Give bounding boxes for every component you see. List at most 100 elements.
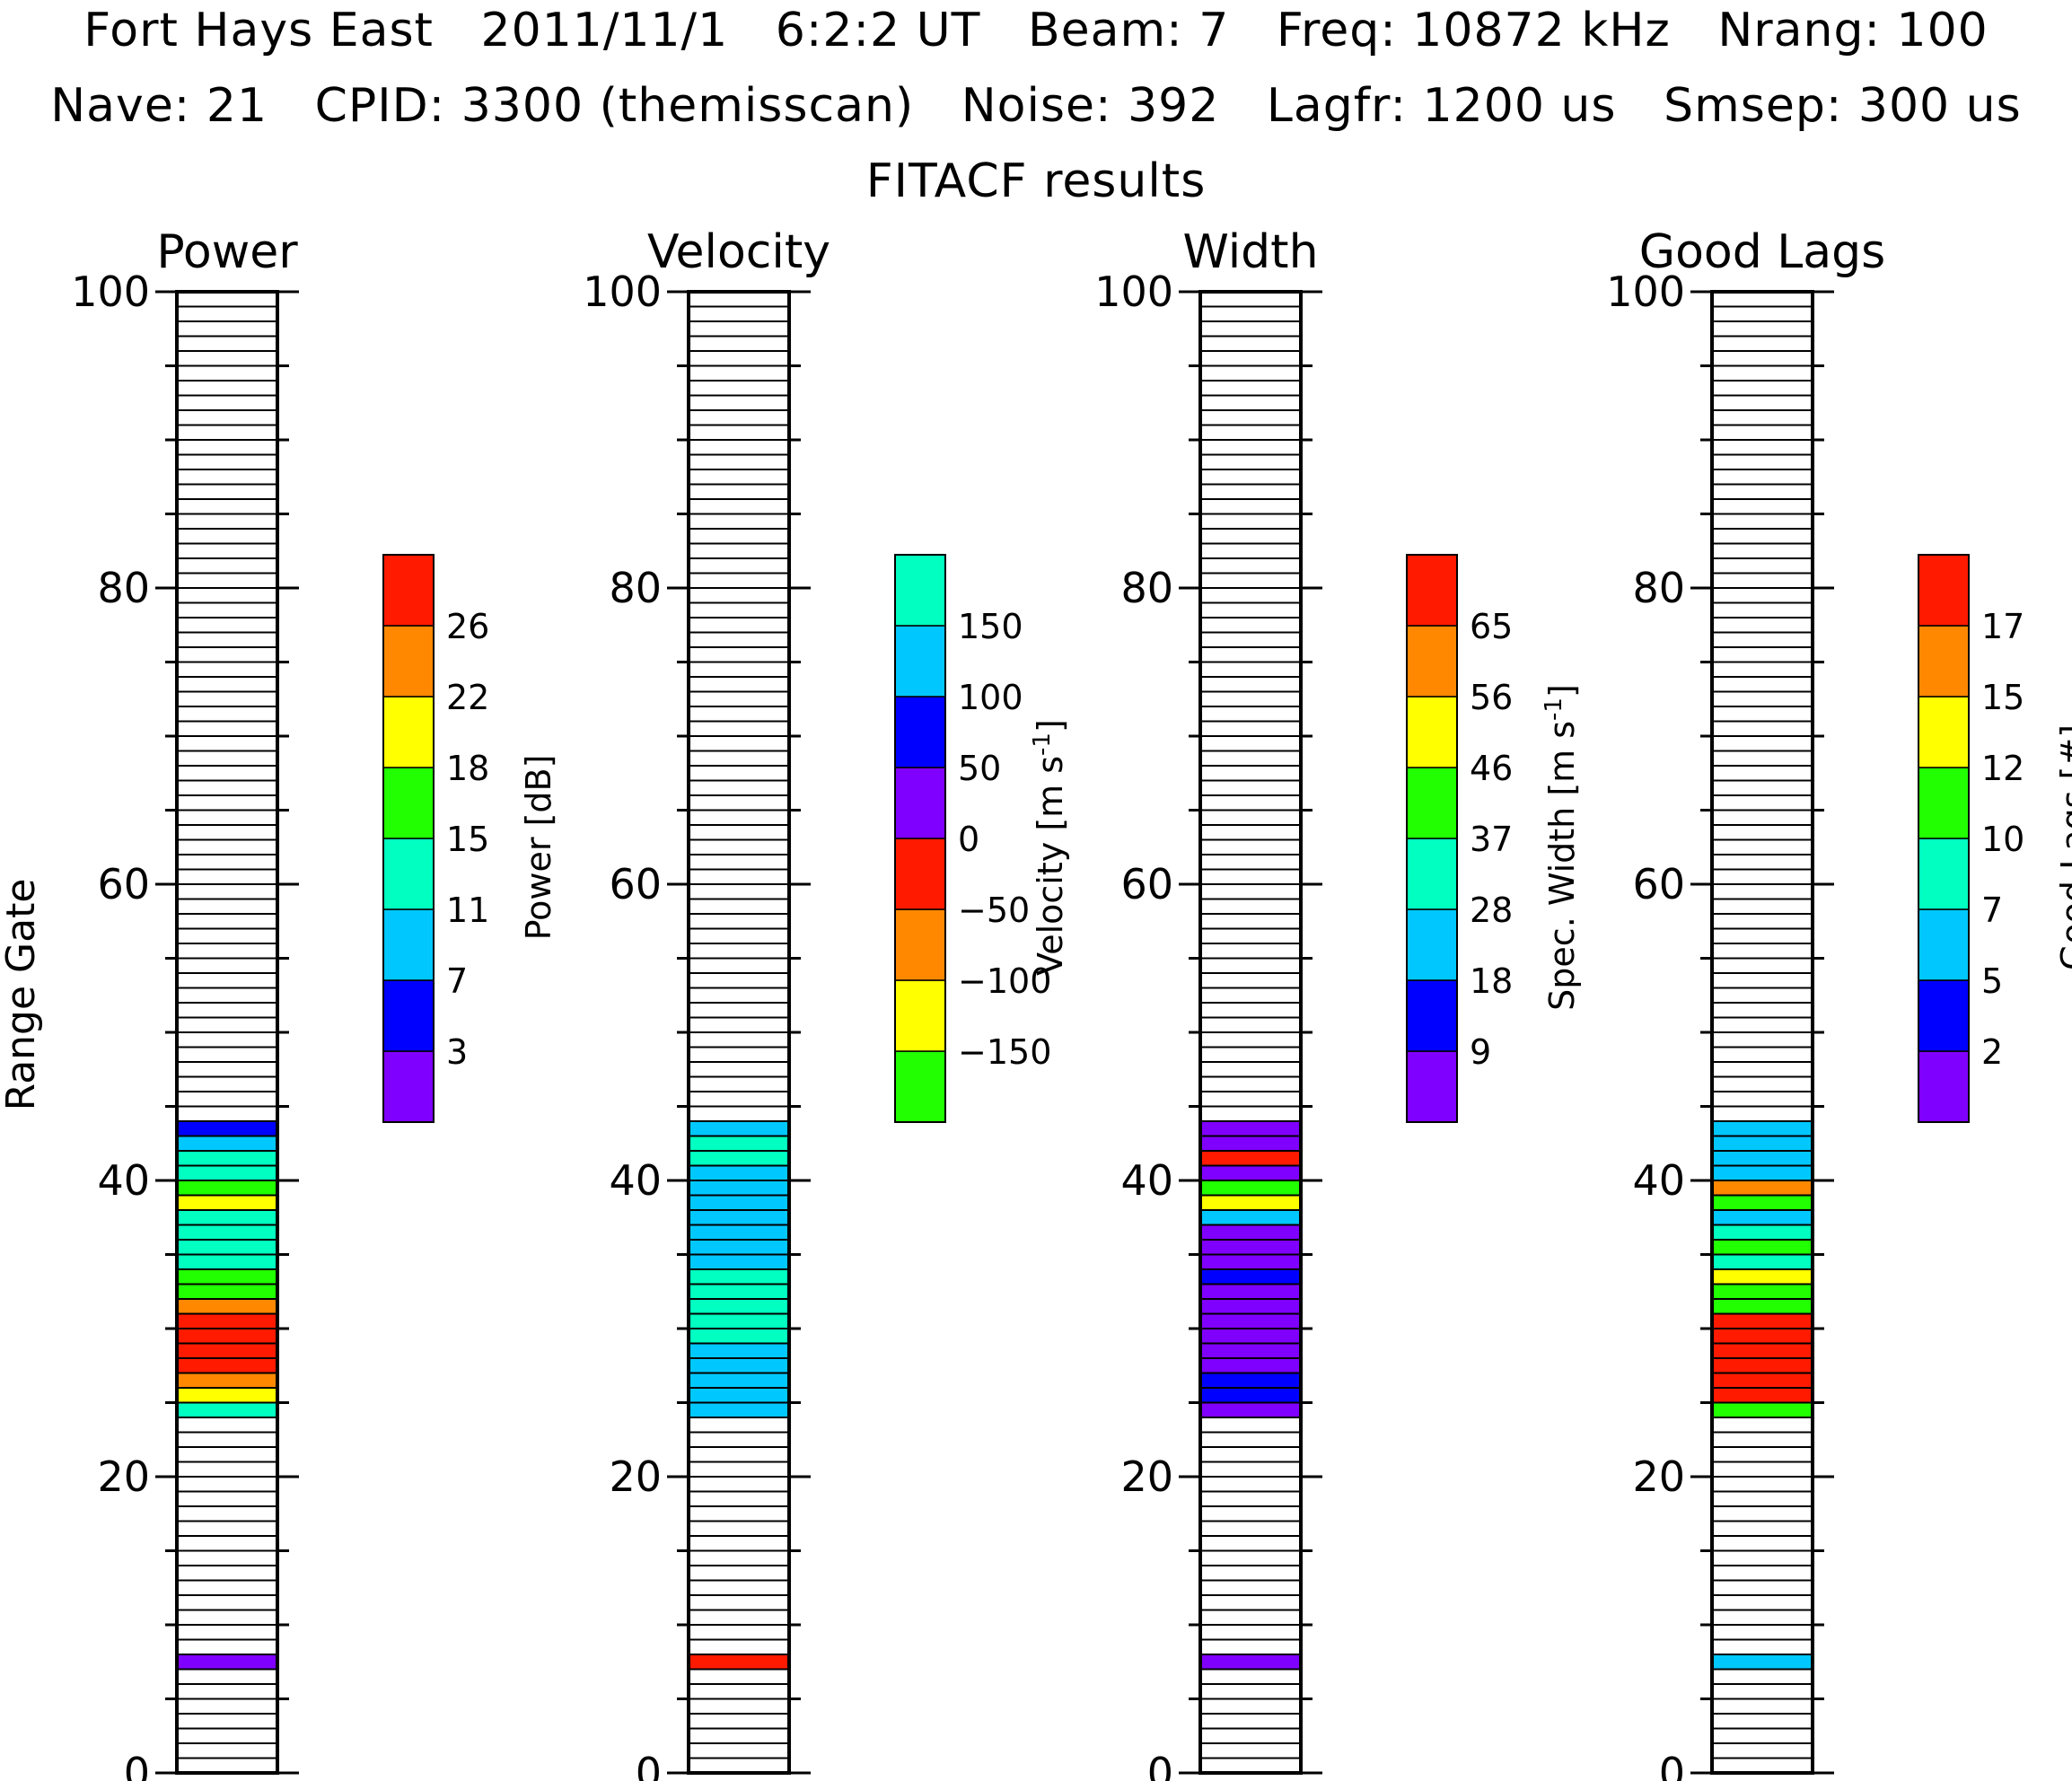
colorbar-swatch [1406, 838, 1458, 910]
colorbar-label: Velocity [m s-1] [1029, 719, 1070, 976]
colorbar-tick-label: 50 [958, 749, 1001, 788]
colorbar-swatch [1406, 554, 1458, 627]
colorbar-swatch [382, 696, 435, 768]
colorbar-label: Good Lags [#] [2054, 724, 2072, 970]
y-tick-label: 100 [1606, 268, 1685, 316]
range-gate-cell [689, 1240, 789, 1255]
range-gate-cell [1712, 1654, 1813, 1670]
range-gate-cell [1712, 1254, 1813, 1269]
range-gate-cell [1200, 1180, 1301, 1196]
range-gate-cell [1712, 1121, 1813, 1136]
colorbar-swatch [894, 554, 946, 627]
colorbar-tick-label: 3 [446, 1032, 468, 1072]
y-tick-label: 80 [1120, 564, 1173, 612]
y-tick-label: 0 [636, 1749, 662, 1781]
range-gate-cell [1712, 1373, 1813, 1388]
range-gate-cell [1712, 1402, 1813, 1417]
range-gate-cell [1200, 1195, 1301, 1210]
colorbar-swatch [1406, 767, 1458, 839]
range-gate-cell [177, 1269, 277, 1285]
range-gate-cell [1712, 1284, 1813, 1299]
range-gate-cell [689, 1343, 789, 1358]
range-gate-cell [177, 1313, 277, 1329]
range-gate-cell [177, 1210, 277, 1225]
panel-0: Power 0 20 40 60 80 100 3 7 11 15 18 22 26 Power [dB] [71, 225, 558, 1781]
colorbar-tick-label: 7 [1981, 890, 2003, 930]
range-gate-cell [689, 1313, 789, 1329]
range-gate-cell [1712, 1313, 1813, 1329]
range-gate-cell [177, 1388, 277, 1403]
range-gate-cell [689, 1151, 789, 1166]
panel-1: Velocity 0 20 40 60 80 100 −150 −100 −50 0 50 100 150… [583, 225, 1070, 1781]
range-gate-cell [1200, 1373, 1301, 1388]
range-gate-cell [689, 1136, 789, 1151]
range-gate-cell [689, 1121, 789, 1136]
colorbar-frame [1406, 554, 1458, 1123]
range-gate-cell [1712, 1329, 1813, 1344]
range-gate-cell [177, 1195, 277, 1210]
colorbar-swatch [894, 979, 946, 1052]
range-gate-cell [1200, 1402, 1301, 1417]
range-gate-cell [1712, 1224, 1813, 1240]
panel-3: Good Lags 0 20 40 60 80 100 2 5 7 10 12 15 17 Good Lag… [1606, 225, 2072, 1781]
panel-title: Power [156, 225, 298, 279]
range-gate-cell [1200, 1358, 1301, 1373]
colorbar-tick-label: −100 [958, 961, 1051, 1001]
colorbar-tick-label: 5 [1981, 961, 2003, 1001]
range-gate-cell [689, 1165, 789, 1180]
colorbar-swatch [1406, 625, 1458, 697]
range-gate-cell [177, 1254, 277, 1269]
colorbar-swatch [1406, 979, 1458, 1052]
range-gate-cell [1200, 1284, 1301, 1299]
y-tick-label: 20 [1120, 1452, 1173, 1501]
colorbar-tick-label: 28 [1470, 890, 1513, 930]
y-tick-label: 80 [609, 564, 662, 612]
colorbar-tick-label: −50 [958, 890, 1030, 930]
colorbar-label: Power [dB] [519, 755, 558, 941]
gate-grid [1712, 305, 1813, 1759]
colorbar-frame [894, 554, 946, 1123]
range-gate-cell [1200, 1136, 1301, 1151]
y-tick-label: 100 [583, 268, 662, 316]
colorbar-swatch [382, 554, 435, 627]
y-tick-label: 40 [1120, 1156, 1173, 1205]
colorbar-tick-label: 100 [958, 678, 1023, 717]
range-gate-cell [177, 1402, 277, 1417]
range-gate-cell [1200, 1388, 1301, 1403]
range-gate-cell [177, 1180, 277, 1196]
range-gate-cell [1712, 1136, 1813, 1151]
colorbar-swatch [1918, 979, 1970, 1052]
colorbar-swatch [894, 1050, 946, 1123]
gate-grid [689, 305, 789, 1759]
range-gate-cell [177, 1165, 277, 1180]
range-gate-cell [1712, 1269, 1813, 1285]
range-gate-cell [177, 1224, 277, 1240]
range-gate-cell [1200, 1299, 1301, 1314]
colorbar-swatch [1918, 625, 1970, 697]
colorbar-label: Spec. Width [m s-1] [1541, 684, 1582, 1011]
y-tick-label: 80 [97, 564, 150, 612]
colorbar-swatch [894, 696, 946, 768]
range-gate-cell [177, 1151, 277, 1166]
colorbar-tick-label: 11 [446, 890, 489, 930]
panel-title: Velocity [647, 225, 830, 279]
y-tick-label: 0 [1659, 1749, 1685, 1781]
colorbar-tick-label: 26 [446, 607, 489, 646]
range-gate-cell [1200, 1329, 1301, 1344]
range-gate-cell [689, 1180, 789, 1196]
range-gate-cell [177, 1343, 277, 1358]
range-gate-cell [1200, 1240, 1301, 1255]
range-gate-cell [689, 1654, 789, 1670]
colorbar-tick-label: 22 [446, 678, 489, 717]
y-axis-label: Range Gate [0, 879, 44, 1111]
range-gate-cell [1200, 1165, 1301, 1180]
range-gate-cell [177, 1284, 277, 1299]
range-gate-cell [1200, 1269, 1301, 1285]
panel-title: Good Lags [1639, 225, 1885, 279]
y-axis-ticks [155, 290, 299, 1775]
colorbar-tick-label: 2 [1981, 1032, 2003, 1072]
range-gate-cell [1712, 1299, 1813, 1314]
y-tick-label: 20 [609, 1452, 662, 1501]
colorbar-swatch [382, 979, 435, 1052]
